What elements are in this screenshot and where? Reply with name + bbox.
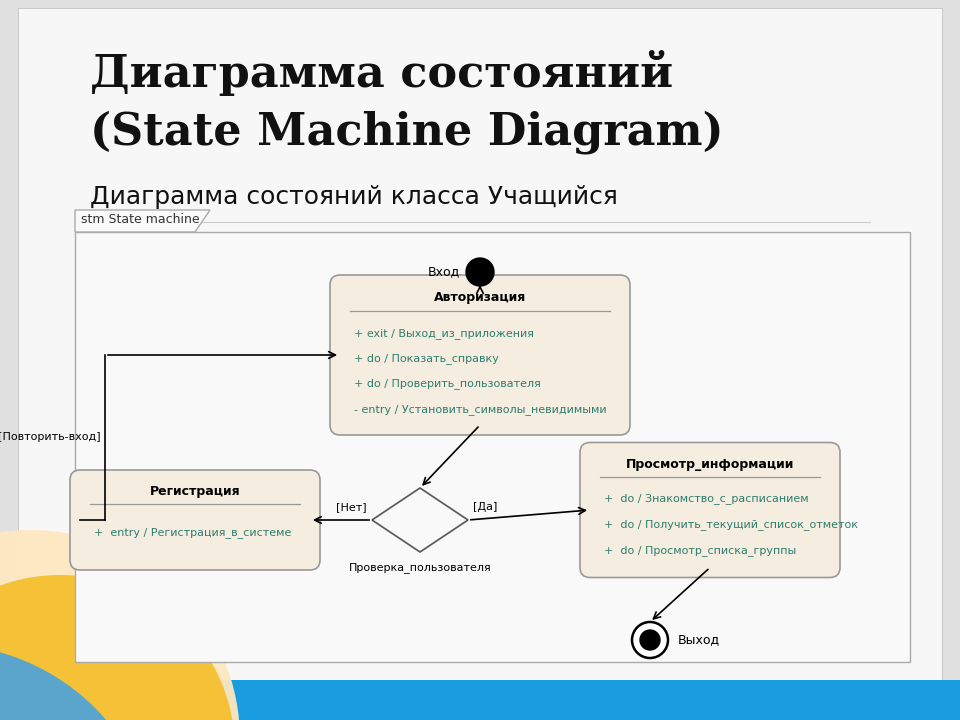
FancyBboxPatch shape xyxy=(75,232,910,662)
Text: Авторизация: Авторизация xyxy=(434,292,526,305)
Text: Диаграмма состояний: Диаграмма состояний xyxy=(90,50,673,96)
Text: Выход: Выход xyxy=(678,634,720,647)
Text: [Да]: [Да] xyxy=(473,502,497,512)
Ellipse shape xyxy=(0,645,139,720)
Polygon shape xyxy=(0,680,960,720)
Ellipse shape xyxy=(0,530,240,720)
Polygon shape xyxy=(75,210,210,232)
Text: [Повторить-вход]: [Повторить-вход] xyxy=(0,433,101,443)
FancyBboxPatch shape xyxy=(580,443,840,577)
FancyBboxPatch shape xyxy=(330,275,630,435)
Text: Диаграмма состояний класса Учащийся: Диаграмма состояний класса Учащийся xyxy=(90,185,618,209)
Text: Вход: Вход xyxy=(428,266,460,279)
Text: - entry / Установить_символы_невидимыми: - entry / Установить_символы_невидимыми xyxy=(354,404,607,415)
Text: + do / Проверить_пользователя: + do / Проверить_пользователя xyxy=(354,378,540,390)
Text: + do / Показать_справку: + do / Показать_справку xyxy=(354,353,499,364)
Text: [Нет]: [Нет] xyxy=(336,502,367,512)
Text: Регистрация: Регистрация xyxy=(150,485,240,498)
Text: stm State machine: stm State machine xyxy=(81,213,200,226)
Text: +  do / Просмотр_списка_группы: + do / Просмотр_списка_группы xyxy=(604,546,796,557)
Text: Проверка_пользователя: Проверка_пользователя xyxy=(348,562,492,573)
Circle shape xyxy=(466,258,494,286)
Text: +  entry / Регистрация_в_системе: + entry / Регистрация_в_системе xyxy=(94,526,292,538)
Text: (State Machine Diagram): (State Machine Diagram) xyxy=(90,110,724,153)
Polygon shape xyxy=(372,488,468,552)
Ellipse shape xyxy=(0,575,235,720)
Text: Просмотр_информации: Просмотр_информации xyxy=(626,458,794,471)
FancyBboxPatch shape xyxy=(70,470,320,570)
Text: + exit / Выход_из_приложения: + exit / Выход_из_приложения xyxy=(354,328,534,338)
Circle shape xyxy=(640,630,660,650)
FancyBboxPatch shape xyxy=(18,8,942,712)
Text: +  do / Знакомство_с_расписанием: + do / Знакомство_с_расписанием xyxy=(604,493,808,505)
Circle shape xyxy=(632,622,668,658)
Text: +  do / Получить_текущий_список_отметок: + do / Получить_текущий_список_отметок xyxy=(604,520,858,531)
